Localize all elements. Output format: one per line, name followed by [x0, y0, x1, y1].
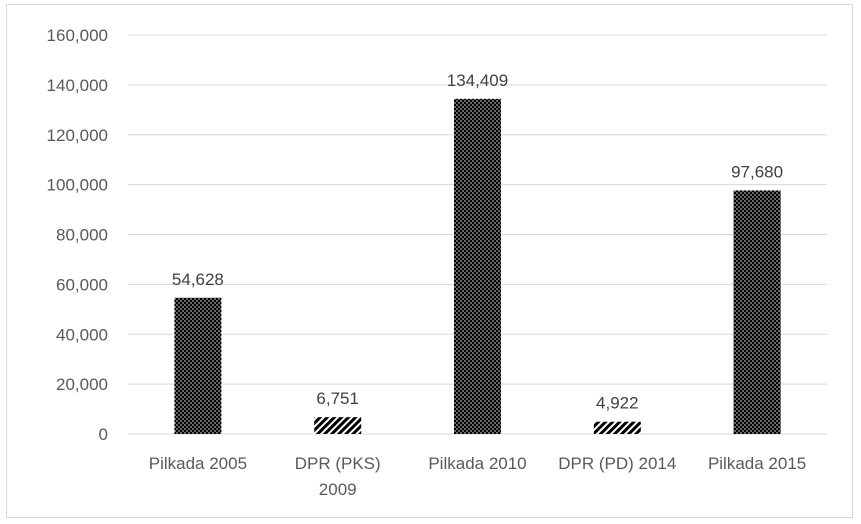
y-tick-label: 0	[99, 425, 108, 444]
y-tick-label: 100,000	[47, 176, 108, 195]
x-tick-label: Pilkada 2015	[708, 454, 806, 473]
bar	[454, 98, 501, 434]
data-label: 97,680	[731, 162, 783, 181]
bar	[314, 417, 362, 434]
data-label: 6,751	[316, 389, 359, 408]
bar	[733, 190, 781, 434]
data-label: 134,409	[447, 71, 508, 90]
data-label: 4,922	[596, 394, 639, 413]
x-tick-label: Pilkada 2010	[428, 454, 526, 473]
x-tick-label: DPR (PD) 2014	[558, 454, 676, 473]
x-tick-label: DPR (PKS)	[295, 454, 381, 473]
bar	[174, 297, 222, 434]
y-tick-label: 160,000	[47, 26, 108, 45]
x-tick-label: 2009	[319, 480, 357, 499]
data-label: 54,628	[172, 270, 224, 289]
x-tick-label: Pilkada 2005	[149, 454, 247, 473]
y-tick-label: 20,000	[56, 375, 108, 394]
bar	[593, 421, 641, 434]
y-tick-label: 60,000	[56, 275, 108, 294]
chart-frame	[6, 4, 853, 518]
y-tick-label: 40,000	[56, 325, 108, 344]
y-tick-label: 80,000	[56, 226, 108, 245]
y-tick-label: 140,000	[47, 76, 108, 95]
y-tick-label: 120,000	[47, 126, 108, 145]
